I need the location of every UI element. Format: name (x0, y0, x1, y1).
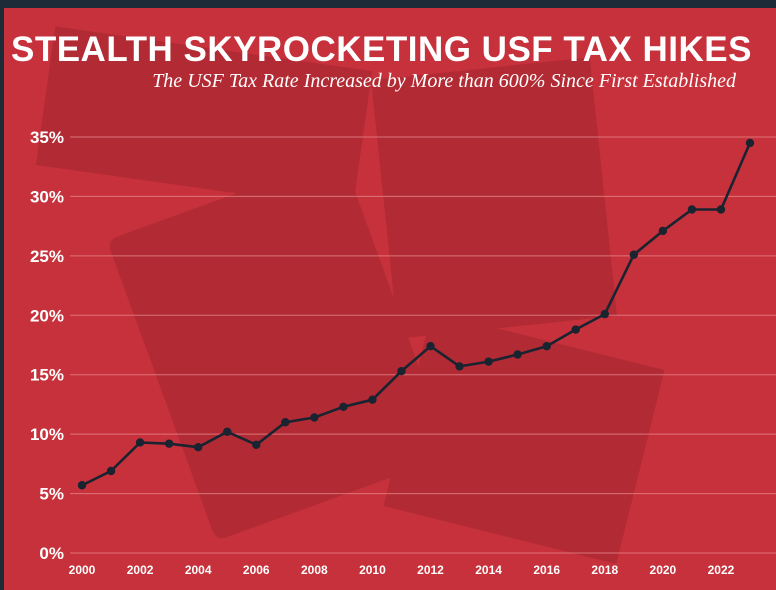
x-tick-label: 2008 (301, 563, 328, 577)
x-tick-label: 2012 (417, 563, 444, 577)
x-tick-label: 2020 (650, 563, 677, 577)
data-point (716, 205, 726, 214)
data-point (426, 341, 435, 351)
data-point (310, 413, 319, 422)
data-point (164, 439, 174, 448)
data-point (281, 418, 290, 427)
y-tick-label: 20% (30, 306, 64, 325)
data-point (629, 250, 639, 259)
data-point (397, 366, 406, 376)
banknote-shape (35, 26, 373, 210)
y-tick-label: 0% (39, 544, 64, 563)
y-tick-label: 30% (30, 187, 64, 206)
data-point (542, 341, 551, 351)
x-tick-label: 2016 (533, 563, 560, 577)
data-point (484, 357, 493, 366)
x-tick-label: 2010 (359, 563, 386, 577)
y-tick-label: 10% (30, 425, 64, 444)
x-tick-label: 2022 (708, 563, 735, 577)
data-point (368, 395, 377, 404)
x-tick-label: 2014 (475, 563, 502, 577)
x-tick-label: 2018 (591, 563, 618, 577)
chart-subtitle: The USF Tax Rate Increased by More than … (152, 70, 736, 92)
y-tick-label: 5% (39, 485, 64, 504)
data-point (135, 438, 145, 447)
y-tick-label: 15% (30, 366, 64, 385)
data-point (455, 362, 464, 371)
data-point (193, 443, 203, 452)
x-tick-label: 2006 (243, 563, 270, 577)
data-point (77, 481, 87, 490)
line-chart: 0% 5% 10% 15% 20% 25% 30% 35% 2000 2002 2004 2006 2… (30, 128, 776, 577)
series-line (81, 142, 752, 487)
x-tick-label: 2000 (69, 563, 96, 577)
chart-title: STEALTH SKYROCKETING USF TAX HIKES (10, 30, 752, 69)
data-point (513, 350, 522, 359)
y-tick-label: 35% (30, 128, 64, 147)
x-tick-label: 2004 (185, 563, 212, 577)
data-point (252, 440, 261, 450)
data-point (658, 226, 668, 236)
chart-frame: STEALTH SKYROCKETING USF TAX HIKES The U… (4, 8, 776, 590)
y-tick-label: 25% (30, 247, 64, 266)
data-point (106, 466, 116, 476)
data-point (339, 402, 348, 412)
data-point (223, 427, 232, 436)
notepad-shape (371, 57, 617, 339)
data-point (600, 309, 609, 319)
data-point (745, 138, 755, 148)
data-point (687, 205, 697, 214)
x-tick-label: 2002 (127, 563, 154, 577)
data-point (571, 325, 580, 334)
calculator-shape (109, 157, 449, 539)
